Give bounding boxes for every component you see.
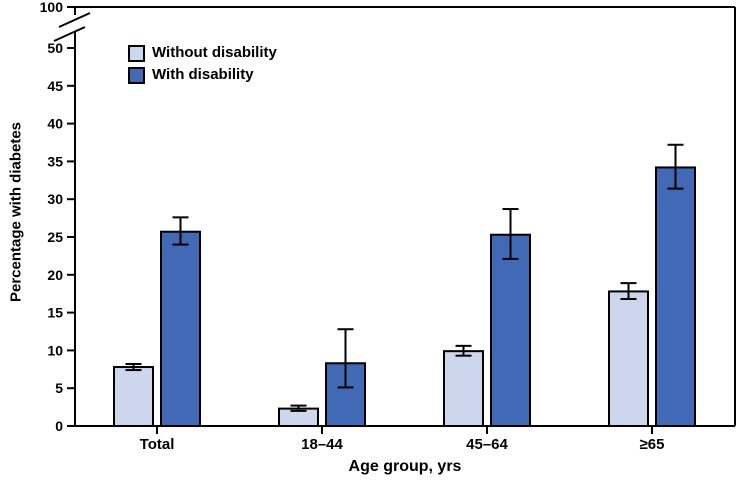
bar-with-disability-45-64: [490, 233, 531, 427]
y-tick-label-0: 0: [55, 418, 63, 434]
legend-label-without-disability: Without disability: [152, 44, 277, 61]
legend-swatch-with-disability: [128, 66, 145, 84]
y-tick-label-15: 15: [47, 305, 63, 321]
bar-with-disability-65: [655, 166, 696, 427]
x-axis-title: Age group, yrs: [348, 458, 462, 475]
legend: Without disability With disability: [128, 44, 277, 84]
y-tick-label-30: 30: [47, 191, 63, 207]
y-tick-label-20: 20: [47, 267, 63, 283]
y-axis-title: Percentage with diabetes: [7, 121, 25, 303]
legend-item-without-disability: Without disability: [128, 44, 277, 62]
y-tick-label-100: 100: [40, 0, 64, 15]
y-tick-label-25: 25: [47, 229, 63, 245]
bar-with-disability-total: [160, 230, 201, 427]
y-tick-label-5: 5: [55, 380, 63, 396]
y-tick-label-45: 45: [47, 78, 63, 94]
legend-swatch-without-disability: [128, 44, 145, 62]
bar-without-disability-total: [113, 366, 154, 428]
bar-without-disability-65: [608, 290, 649, 427]
legend-label-with-disability: With disability: [152, 66, 254, 83]
y-tick-label-40: 40: [47, 116, 63, 132]
axis-break-slash-upper: [58, 12, 91, 28]
y-tick-label-35: 35: [47, 153, 63, 169]
y-tick-label-50: 50: [47, 40, 63, 56]
bar-without-disability-45-64: [443, 350, 484, 428]
x-tick-label-65: ≥65: [640, 436, 665, 453]
y-tick-label-10: 10: [47, 342, 63, 358]
x-tick-label-total: Total: [140, 436, 175, 453]
legend-item-with-disability: With disability: [128, 66, 277, 84]
x-tick-label-18-44: 18–44: [301, 436, 343, 453]
axis-break-slash-lower: [53, 26, 86, 42]
x-tick-label-45-64: 45–64: [466, 436, 508, 453]
